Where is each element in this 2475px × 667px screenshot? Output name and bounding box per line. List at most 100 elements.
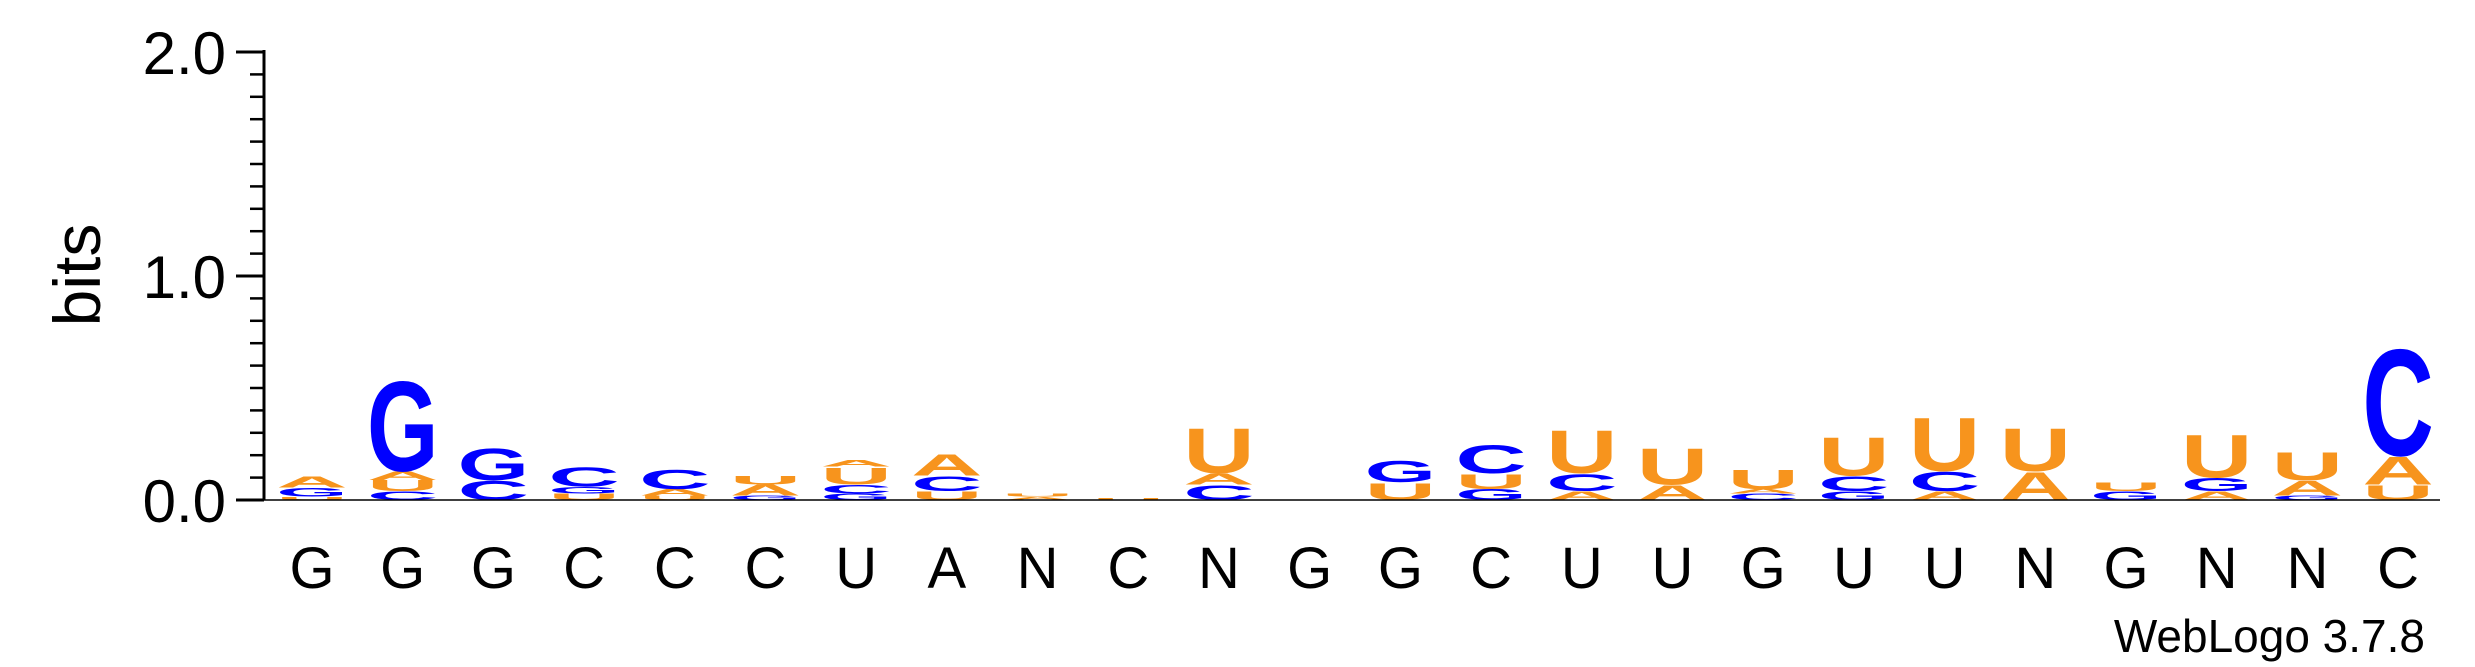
logo-glyph-A: A <box>639 487 710 497</box>
logo-glyph-G: G <box>2181 475 2252 495</box>
logo-glyph-G: G <box>820 492 891 502</box>
logo-glyph-A: A <box>1909 489 1980 503</box>
svg-text:U: U <box>1455 469 1526 493</box>
x-position-label: G <box>1741 536 1786 601</box>
svg-text:U: U <box>639 495 710 502</box>
svg-text:A: A <box>911 448 982 482</box>
logo-glyph-U: U <box>2181 422 2252 490</box>
logo-glyph-G: G <box>730 495 801 502</box>
y-tick-label: 2.0 <box>143 20 226 87</box>
svg-text:U: U <box>730 473 801 487</box>
x-position-label: G <box>471 536 516 601</box>
svg-text:G: G <box>276 486 347 500</box>
logo-glyph-C: C <box>820 482 891 496</box>
logo-glyph-C: C <box>911 472 982 496</box>
svg-text:G: G <box>548 485 619 495</box>
svg-text:G: G <box>458 439 529 490</box>
logo-glyph-C: C <box>1818 472 1889 496</box>
x-position-label: C <box>745 536 787 601</box>
logo-glyph-A: A <box>1727 488 1798 495</box>
logo-glyph-A: A <box>730 482 801 499</box>
x-position-label: C <box>1107 536 1149 601</box>
logo-glyph-U: U <box>639 495 710 502</box>
svg-text:G: G <box>2090 489 2161 503</box>
x-position-label: N <box>1198 536 1240 601</box>
logo-glyph-U: U <box>911 489 982 503</box>
svg-text:G: G <box>1365 455 1436 489</box>
logo-glyph-U: U <box>820 462 891 489</box>
x-position-label: N <box>2286 536 2328 601</box>
logo-glyph-U: U <box>548 492 619 502</box>
svg-text:U: U <box>2090 480 2161 494</box>
logo-glyph-C: C <box>1455 437 1526 482</box>
logo-glyph-A: A <box>1546 489 1617 503</box>
svg-text:U: U <box>548 492 619 502</box>
svg-text:C: C <box>1727 492 1798 502</box>
svg-text:U: U <box>2272 444 2343 489</box>
x-position-label: G <box>1287 536 1332 601</box>
logo-glyph-A: A <box>2000 464 2071 509</box>
svg-text:A: A <box>730 482 801 499</box>
logo-glyph-G: G <box>1455 486 1526 503</box>
x-position-label: A <box>928 536 967 601</box>
logo-glyph-U: U <box>1093 497 1164 500</box>
x-position-label: U <box>1561 536 1603 601</box>
weblogo-credit: WebLogo 3.7.8 <box>2114 610 2425 662</box>
x-position-label: U <box>1924 536 1966 601</box>
logo-glyph-C: C <box>1546 469 1617 496</box>
svg-text:U: U <box>1818 426 1889 488</box>
logo-glyph-A: A <box>2272 476 2343 500</box>
svg-text:A: A <box>1183 471 1254 488</box>
x-position-label: G <box>289 536 334 601</box>
svg-text:U: U <box>820 462 891 489</box>
x-position-label: G <box>2103 536 2148 601</box>
logo-glyph-C: C <box>1727 492 1798 502</box>
x-position-label: C <box>1470 536 1512 601</box>
svg-text:U: U <box>2000 416 2071 484</box>
x-position-label: U <box>1833 536 1875 601</box>
x-position-label: N <box>2196 536 2238 601</box>
x-position-label: C <box>563 536 605 601</box>
logo-glyph-A: A <box>276 474 347 491</box>
svg-text:C: C <box>820 482 891 496</box>
svg-text:U: U <box>1546 418 1617 486</box>
x-position-label: N <box>2014 536 2056 601</box>
logo-glyph-C: C <box>2362 317 2433 488</box>
logo-glyph-G: G <box>367 355 438 498</box>
svg-text:A: A <box>820 458 891 468</box>
svg-text:C: C <box>1455 437 1526 482</box>
svg-text:U: U <box>1093 497 1164 500</box>
logo-glyph-C: C <box>548 462 619 492</box>
svg-text:G: G <box>2272 495 2343 502</box>
logo-glyph-U: U <box>276 496 347 501</box>
svg-text:G: G <box>367 355 438 498</box>
logo-glyph-U: U <box>730 473 801 487</box>
svg-text:G: G <box>1455 486 1526 503</box>
logo-glyph-U: U <box>1727 465 1798 495</box>
y-tick-label: 1.0 <box>143 244 226 311</box>
svg-text:C: C <box>639 465 710 495</box>
logo-glyph-A: A <box>2362 448 2433 493</box>
logo-glyph-C: C <box>1909 467 1980 497</box>
y-axis-label: bits <box>40 224 114 327</box>
svg-text:C: C <box>1546 469 1617 496</box>
logo-glyph-G: G <box>1365 455 1436 489</box>
svg-text:A: A <box>276 474 347 491</box>
logo-glyph-G: G <box>276 486 347 500</box>
logo-glyph-U: U <box>1818 426 1889 488</box>
svg-text:G: G <box>820 492 891 502</box>
svg-text:C: C <box>2362 317 2433 488</box>
svg-text:U: U <box>276 496 347 501</box>
x-position-label: C <box>2377 536 2419 601</box>
svg-text:C: C <box>548 462 619 492</box>
logo-glyph-A: A <box>820 458 891 468</box>
logo-glyph-A: A <box>911 448 982 482</box>
x-position-label: C <box>654 536 696 601</box>
y-axis-major-ticks: 0.0 1.0 2.0 <box>143 20 264 535</box>
svg-text:U: U <box>2181 422 2252 490</box>
logo-glyph-U: U <box>1002 493 1073 498</box>
logo-glyph-C: C <box>639 465 710 495</box>
svg-text:G: G <box>2181 475 2252 495</box>
svg-text:A: A <box>1546 489 1617 503</box>
